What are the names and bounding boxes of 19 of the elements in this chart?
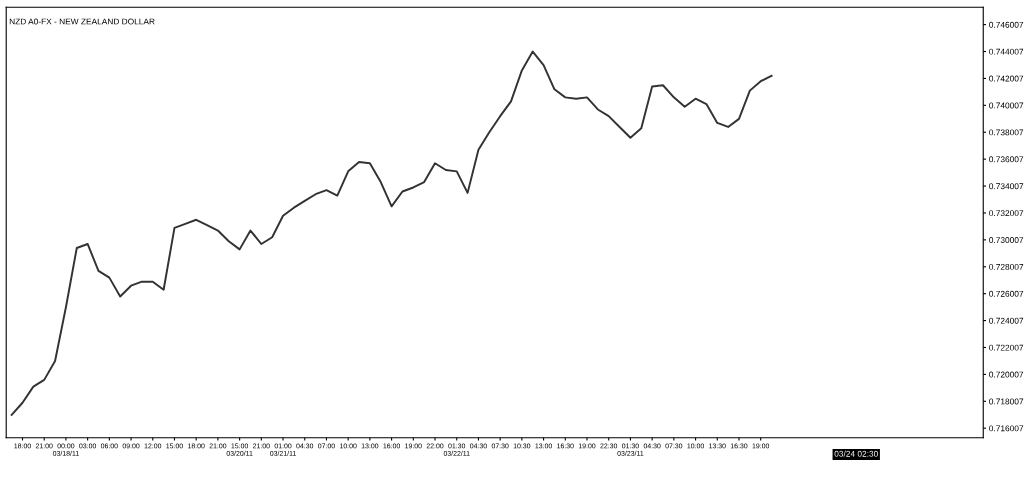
y-tick-label: 0.744007 [989, 48, 1024, 55]
y-tick-label: 0.718007 [989, 398, 1024, 405]
y-tick-label: 0.720007 [989, 371, 1024, 378]
y-tick-label: 0.740007 [989, 102, 1024, 109]
line-series [10, 50, 773, 416]
y-tick-label: 0.728007 [989, 263, 1024, 270]
y-tick-label: 0.742007 [989, 75, 1024, 82]
y-tick-label: 0.722007 [989, 344, 1024, 351]
text: NZD A0-FX - NEW ZEALAND DOLLAR [9, 18, 155, 25]
y-tick-label: 0.724007 [989, 317, 1024, 324]
y-tick-label: 0.726007 [989, 290, 1024, 297]
y-tick-label: 0.746007 [989, 21, 1024, 28]
text: 03/24 02:30 [834, 450, 878, 457]
y-tick-label: 0.730007 [989, 237, 1024, 243]
y-tick-label: 0.732007 [989, 210, 1024, 217]
y-tick-label: 0.738007 [989, 129, 1024, 136]
y-tick-label: 0.736007 [989, 156, 1024, 163]
y-tick-label: 0.716007 [989, 425, 1024, 432]
y-tick-label: 0.734007 [989, 183, 1024, 190]
